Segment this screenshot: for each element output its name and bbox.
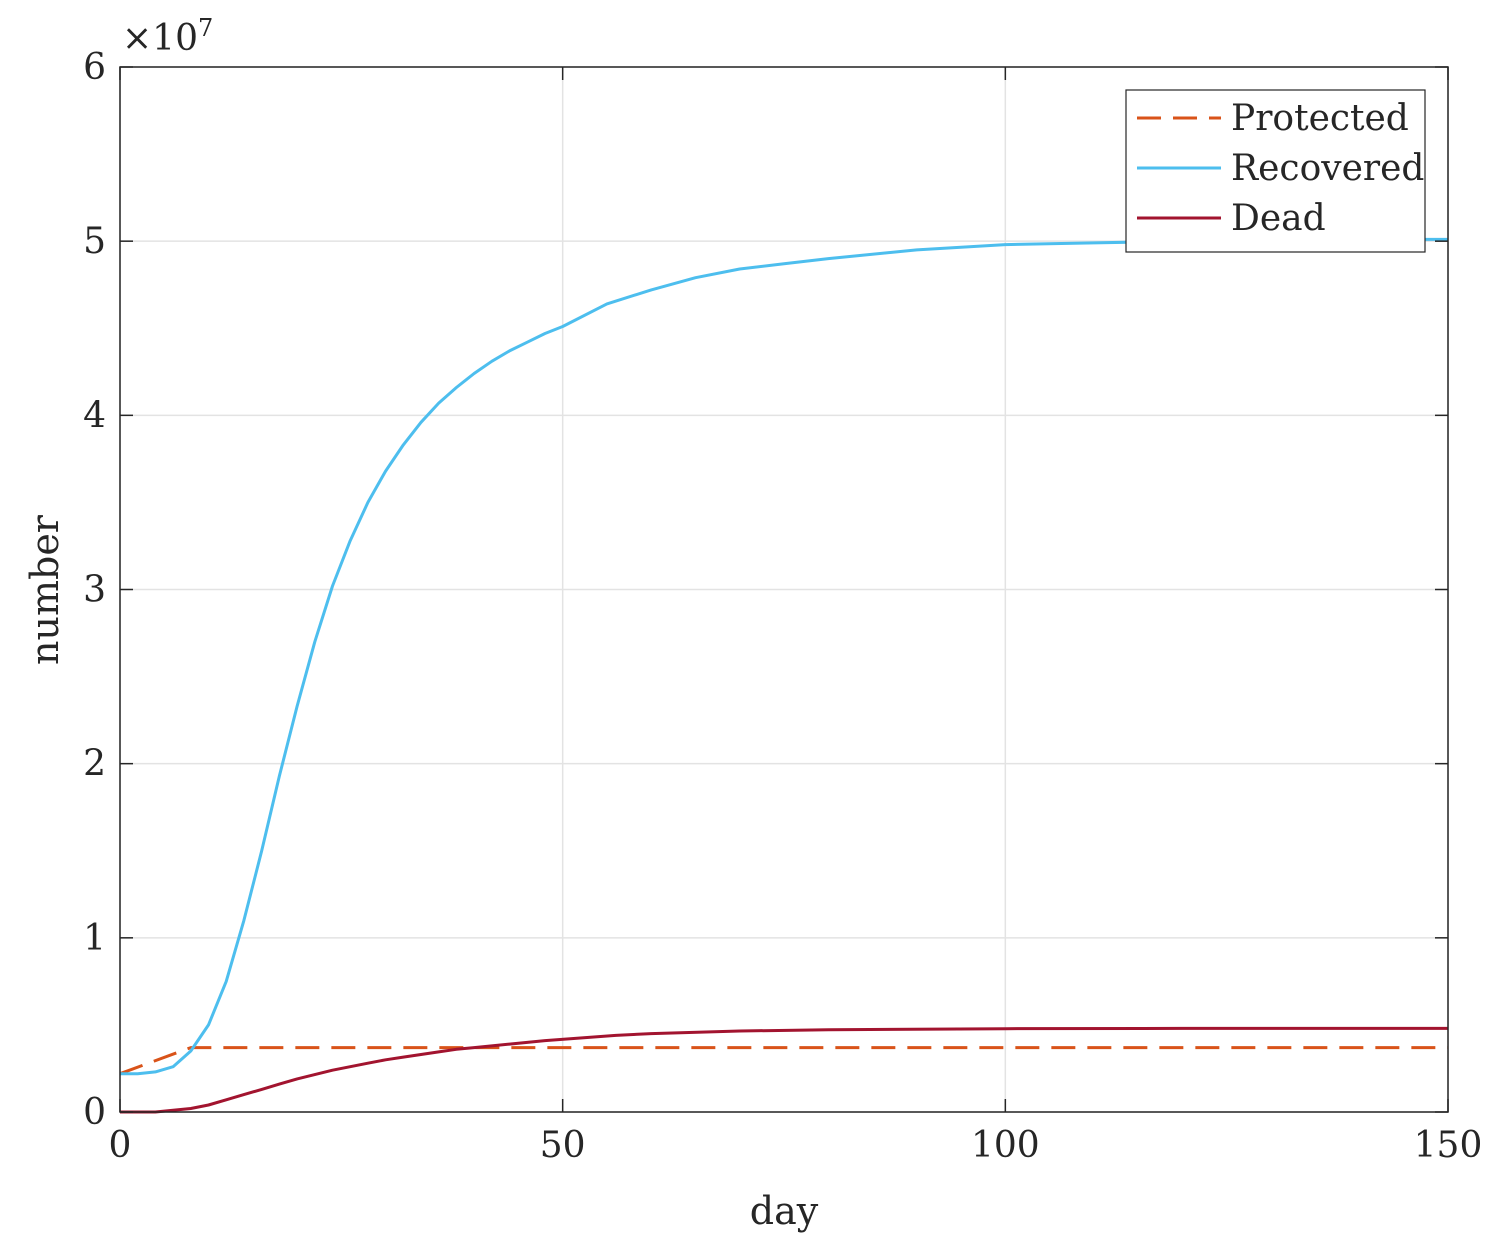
- series-line-protected: [119, 1046, 1448, 1076]
- x-tick-label: 0: [109, 1125, 132, 1166]
- x-axis-label: day: [750, 1189, 819, 1233]
- y-tick-label: 1: [83, 918, 106, 959]
- y-multiplier: ×107: [122, 14, 213, 59]
- legend-label-dead: Dead: [1231, 198, 1326, 239]
- series-line-recovered: [120, 237, 1448, 1076]
- legend-label-protected: Protected: [1231, 98, 1409, 139]
- series-line-dead: [120, 1026, 1448, 1114]
- ticks: [119, 66, 1449, 1113]
- y-tick-label: 2: [83, 744, 106, 785]
- y-tick-label: 6: [83, 47, 106, 88]
- legend-label-recovered: Recovered: [1231, 148, 1424, 189]
- y-multiplier-exponent: 7: [198, 14, 213, 42]
- y-tick-label: 0: [83, 1092, 106, 1133]
- y-tick-label: 5: [83, 221, 106, 262]
- y-tick-labels: 0 1 2 3 4 5 6: [83, 47, 106, 1133]
- series-layer: [119, 237, 1448, 1114]
- x-tick-label: 100: [971, 1125, 1040, 1166]
- legend: Protected Recovered Dead: [1125, 89, 1426, 253]
- y-multiplier-base: ×10: [122, 18, 198, 59]
- y-axis-label: number: [23, 514, 67, 665]
- x-tick-label: 150: [1414, 1125, 1483, 1166]
- y-tick-label: 3: [83, 570, 106, 611]
- y-tick-label: 4: [83, 395, 106, 436]
- x-tick-label: 50: [540, 1125, 586, 1166]
- x-tick-labels: 0 50 100 150: [109, 1125, 1483, 1166]
